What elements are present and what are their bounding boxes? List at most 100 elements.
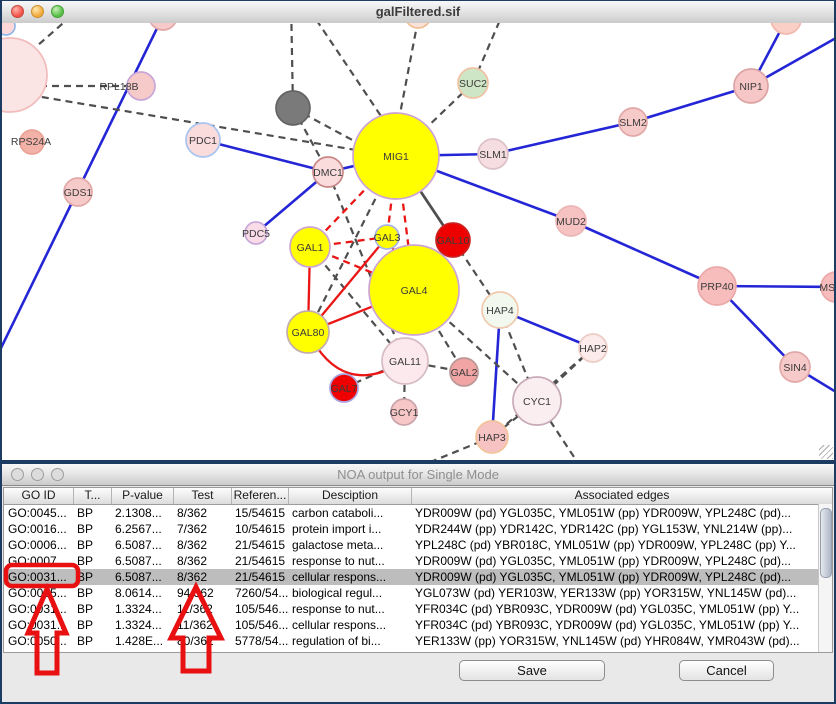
- zoom-button-icon[interactable]: [51, 468, 64, 481]
- node-PRP40[interactable]: [697, 266, 737, 306]
- column-header-goid[interactable]: GO ID: [21, 488, 56, 502]
- node-CYC1[interactable]: [512, 376, 562, 426]
- node-MUD2[interactable]: [555, 205, 587, 237]
- table-cell: GO:0045...: [8, 506, 67, 520]
- node-label-HAP4: HAP4: [486, 305, 514, 317]
- edge-graydash[interactable]: [398, 23, 419, 115]
- table-cell: 8/362: [177, 506, 208, 520]
- table-row[interactable]: GO:0050... BP 1.428E... 80/362 5778/54... reg…: [4, 633, 832, 649]
- column-header-associatededges[interactable]: Associated edges: [411, 488, 832, 504]
- node-RPS24A[interactable]: [19, 129, 45, 155]
- edge-blue[interactable]: [492, 120, 634, 156]
- zoom-button-icon[interactable]: [51, 5, 64, 18]
- traffic-lights: [11, 5, 64, 18]
- table-row[interactable]: GO:0031... BP 6.5087... 8/362 21/54615 cellul…: [4, 569, 832, 585]
- table-cell: 7/362: [177, 522, 208, 536]
- node-GAL2[interactable]: [449, 357, 479, 387]
- table-row[interactable]: GO:0016... BP 6.2567... 7/362 10/54615 protei…: [4, 521, 832, 537]
- node-label-PDC1: PDC1: [189, 135, 217, 147]
- close-button-icon[interactable]: [11, 5, 24, 18]
- node-MIG1[interactable]: [352, 112, 440, 200]
- edge-blue[interactable]: [570, 219, 718, 288]
- table-cell: YDR009W (pd) YGL035C, YML051W (pp) YDR00…: [415, 570, 791, 584]
- table-cell: GO:0031...: [8, 602, 67, 616]
- node-GAL11[interactable]: [381, 337, 429, 385]
- table-cell: 80/362: [177, 634, 214, 648]
- table-row[interactable]: GO:0065... BP 8.0614... 94/362 7260/54... bio…: [4, 585, 832, 601]
- table-cell: 94/362: [177, 586, 214, 600]
- table-row[interactable]: GO:0007... BP 6.5087... 8/362 21/54615 respon…: [4, 553, 832, 569]
- node-SUC2[interactable]: [457, 67, 489, 99]
- node-label-MUD2: MUD2: [556, 216, 586, 228]
- network-window-titlebar[interactable]: galFiltered.sif: [2, 1, 834, 24]
- node-MSN[interactable]: [820, 271, 834, 303]
- node-GAL10[interactable]: [435, 222, 471, 258]
- cancel-button[interactable]: Cancel: [679, 660, 774, 681]
- node-GAL4[interactable]: [368, 244, 460, 336]
- edge-blue[interactable]: [632, 84, 752, 124]
- node-HAP2[interactable]: [578, 333, 608, 363]
- node-label-GDS1: GDS1: [64, 187, 93, 199]
- node-GDS1[interactable]: [63, 177, 93, 207]
- column-header-t[interactable]: T...: [73, 488, 111, 504]
- table-row[interactable]: GO:0045... BP 2.1308... 8/362 15/54615 carbon…: [4, 505, 832, 521]
- edge-blue[interactable]: [202, 138, 329, 174]
- node-unnamed-dark[interactable]: [275, 90, 311, 126]
- node-label-GCY1: GCY1: [390, 407, 419, 419]
- noa-window-titlebar[interactable]: NOA output for Single Mode: [2, 464, 834, 486]
- table-cell: 1.428E...: [115, 634, 164, 648]
- minimize-button-icon[interactable]: [31, 468, 44, 481]
- node-label-GAL10: GAL10: [437, 235, 470, 247]
- table-row[interactable]: GO:0031... BP 1.3324... 11/362 105/546... res…: [4, 601, 832, 617]
- column-header-pvalue[interactable]: P-value: [111, 488, 173, 504]
- edge-blue[interactable]: [490, 309, 502, 438]
- edge-graydash[interactable]: [307, 155, 398, 333]
- vertical-scrollbar[interactable]: [818, 504, 832, 652]
- network-canvas[interactable]: RPL18B RPS24A GDS1 PDC1 DMC1 MIG1 SUC2 SLM1 SLM2…: [2, 23, 834, 460]
- table-cell: 6.5087...: [115, 538, 162, 552]
- node-GAL7[interactable]: [329, 373, 359, 403]
- node-HAP4[interactable]: [481, 291, 519, 329]
- node-NIP1[interactable]: [733, 68, 769, 104]
- node-DMC1[interactable]: [312, 156, 344, 188]
- node-GAL1[interactable]: [289, 226, 331, 268]
- node-label-MSN: MSN: [819, 282, 834, 294]
- node-PDC5[interactable]: [244, 221, 268, 245]
- node-unnamed-top-1[interactable]: [149, 23, 177, 31]
- close-button-icon[interactable]: [11, 468, 24, 481]
- node-SIN4[interactable]: [779, 351, 811, 383]
- table-cell: YDR009W (pd) YGL035C, YML051W (pp) YDR00…: [415, 506, 791, 520]
- node-unnamed-top-2[interactable]: [405, 23, 431, 29]
- node-unnamed-top-3[interactable]: [770, 23, 802, 35]
- edge-graydash[interactable]: [290, 23, 295, 109]
- column-header-desciption[interactable]: Desciption: [288, 488, 411, 504]
- network-window-title: galFiltered.sif: [375, 4, 461, 19]
- node-unnamed-left-large[interactable]: [2, 37, 48, 113]
- column-header-test[interactable]: Test: [173, 488, 231, 504]
- node-label-HAP3: HAP3: [478, 432, 506, 444]
- edge-graydash[interactable]: [303, 23, 386, 123]
- table-cell: BP: [77, 522, 94, 536]
- node-unnamed-corner[interactable]: [2, 23, 16, 36]
- table-row[interactable]: GO:0031... BP 1.3324... 11/362 105/546... cel…: [4, 617, 832, 633]
- table-row[interactable]: GO:0006... BP 6.5087... 8/362 21/54615 galact…: [4, 537, 832, 553]
- node-GAL3[interactable]: [374, 224, 400, 250]
- edge-reddash[interactable]: [309, 155, 398, 248]
- save-button[interactable]: Save: [459, 660, 605, 681]
- node-GCY1[interactable]: [390, 398, 418, 426]
- node-PDC1[interactable]: [185, 122, 221, 158]
- table-cell: cellular respons...: [292, 618, 387, 632]
- edge-graydash[interactable]: [491, 347, 594, 438]
- column-header-referen[interactable]: Referen...: [231, 488, 288, 504]
- node-SLM1[interactable]: [477, 138, 509, 170]
- table-cell: BP: [77, 602, 94, 616]
- minimize-button-icon[interactable]: [31, 5, 44, 18]
- node-HAP3[interactable]: [475, 420, 509, 454]
- node-SLM2[interactable]: [618, 107, 648, 137]
- edge-graydash[interactable]: [309, 246, 406, 362]
- node-RPL18B[interactable]: [126, 71, 156, 101]
- node-GAL80[interactable]: [286, 310, 330, 354]
- scrollbar-thumb[interactable]: [820, 508, 832, 578]
- resize-grip-icon[interactable]: [819, 445, 833, 459]
- noa-window-title: NOA output for Single Mode: [337, 467, 499, 482]
